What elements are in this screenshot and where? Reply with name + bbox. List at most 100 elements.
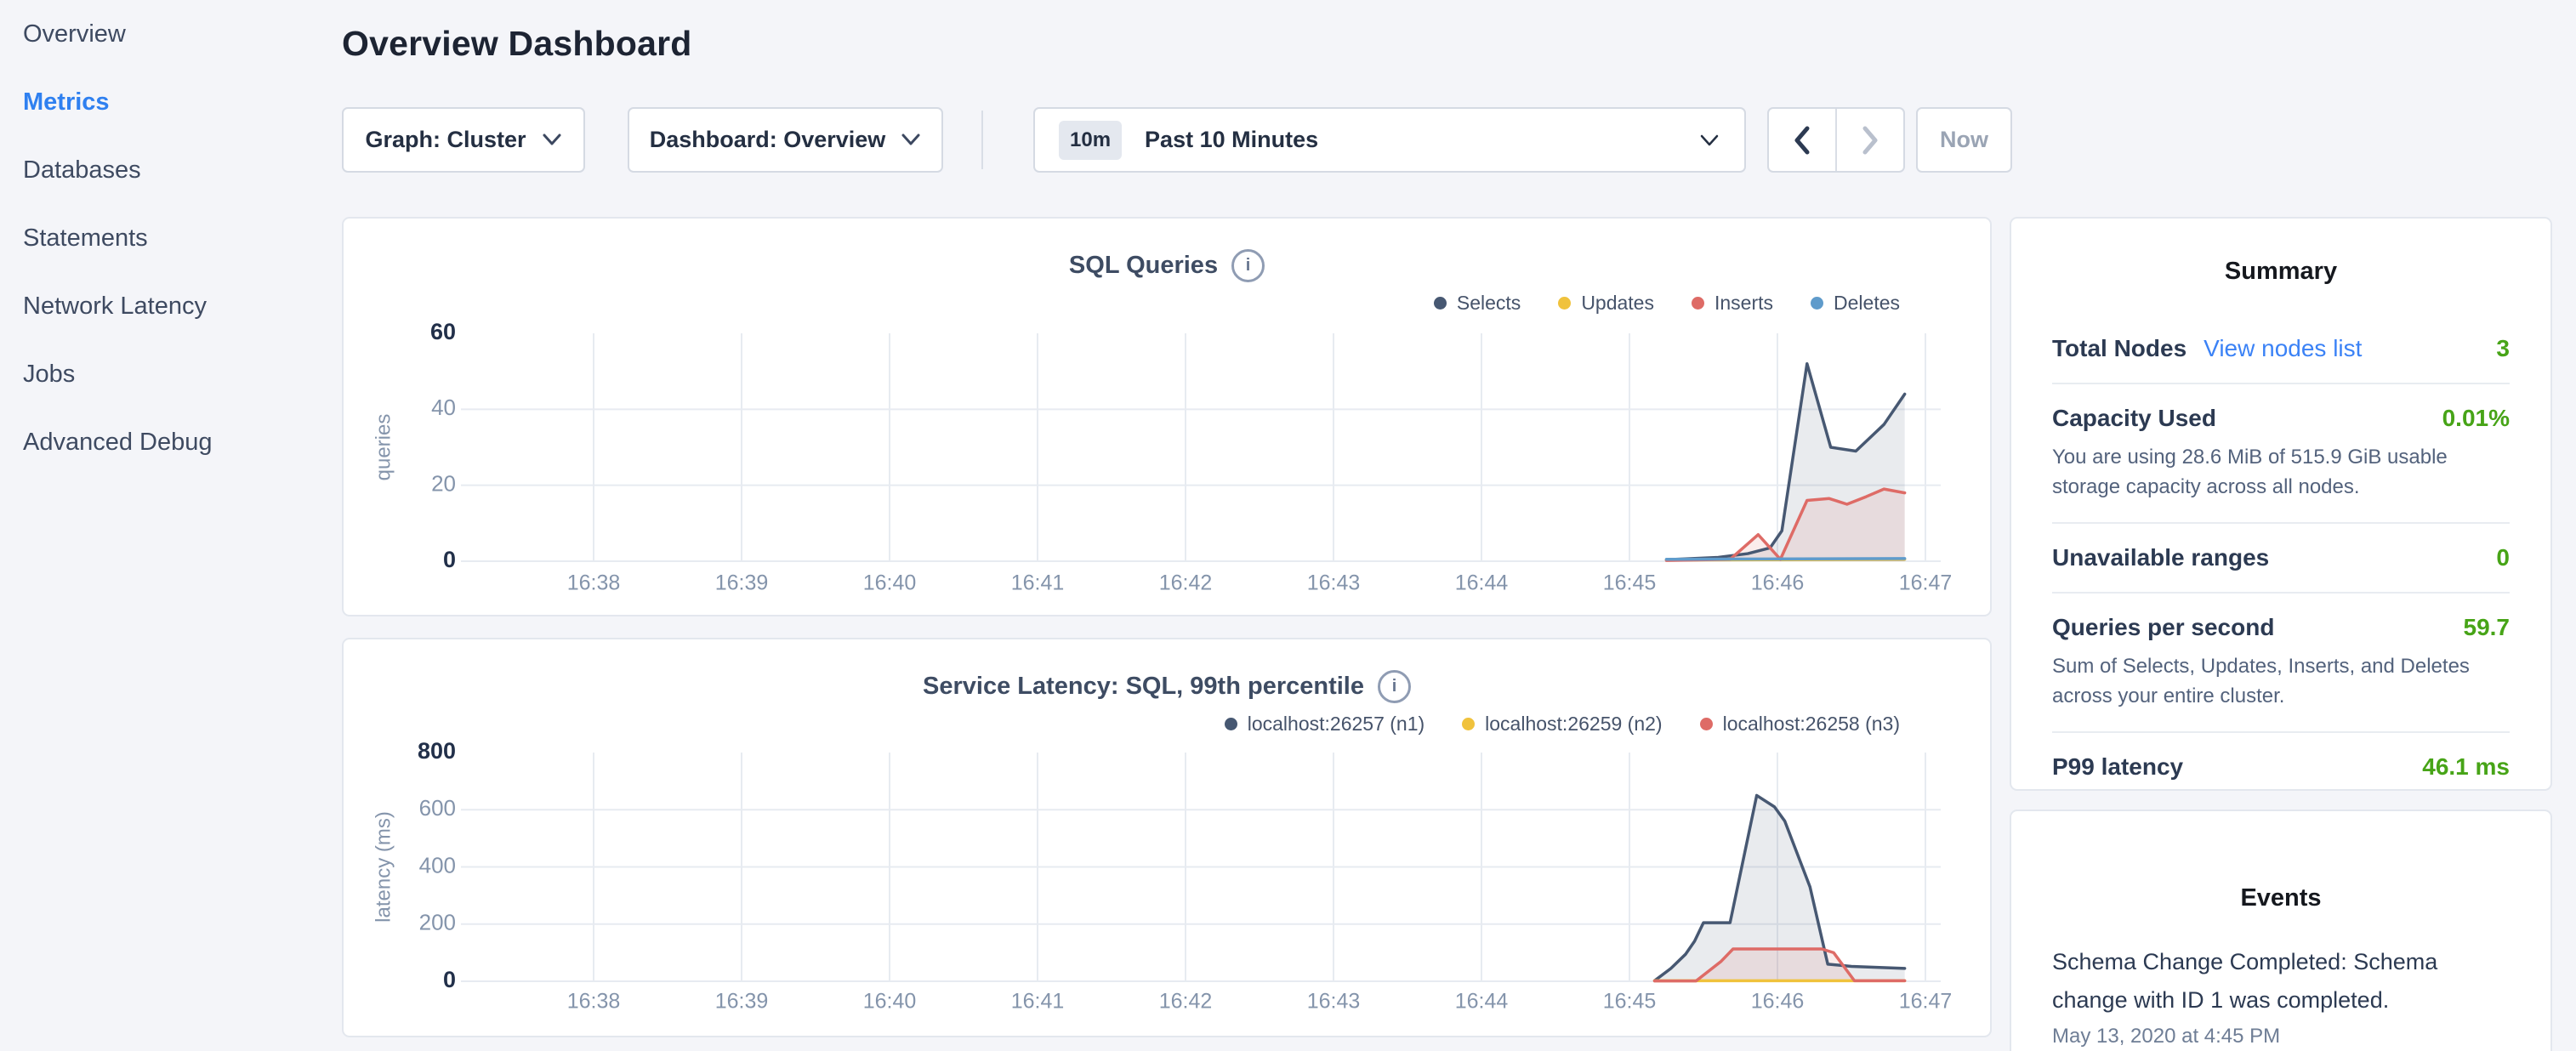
svg-text:16:39: 16:39 xyxy=(715,571,769,595)
legend-item-selects[interactable]: Selects xyxy=(1434,292,1521,315)
chevron-down-icon xyxy=(901,134,921,146)
summary-row-value: 0 xyxy=(2496,544,2510,571)
time-window-selector[interactable]: 10m Past 10 Minutes xyxy=(1033,107,1746,173)
chart-legend: localhost:26257 (n1) localhost:26259 (n2)… xyxy=(1225,713,1900,736)
svg-text:40: 40 xyxy=(431,395,456,420)
chart-header: SQL Queries i xyxy=(344,249,1990,282)
right-panel: Summary Total Nodes View nodes list 3 Capac… xyxy=(2010,0,2552,1051)
sidebar-item-databases[interactable]: Databases xyxy=(23,136,312,204)
svg-text:0: 0 xyxy=(443,547,456,572)
events-title: Events xyxy=(2052,884,2510,912)
graph-dropdown[interactable]: Graph: Cluster xyxy=(342,107,585,173)
legend-dot xyxy=(1692,297,1704,310)
svg-text:600: 600 xyxy=(419,795,456,821)
legend-label: Deletes xyxy=(1834,292,1900,315)
svg-text:200: 200 xyxy=(419,910,456,935)
svg-text:16:38: 16:38 xyxy=(567,571,621,595)
event-timestamp: May 13, 2020 at 4:45 PM xyxy=(2052,1025,2510,1048)
summary-panel: Summary Total Nodes View nodes list 3 Capac… xyxy=(2010,217,2552,791)
summary-row-description: You are using 28.6 MiB of 515.9 GiB usab… xyxy=(2052,442,2510,502)
svg-text:queries: queries xyxy=(372,414,395,481)
svg-text:800: 800 xyxy=(418,738,456,764)
summary-row-value: 0.01% xyxy=(2442,405,2510,432)
dashboard-dropdown-label: Dashboard: Overview xyxy=(650,127,886,153)
svg-text:60: 60 xyxy=(430,319,456,344)
legend-label: localhost:26259 (n2) xyxy=(1485,713,1662,736)
svg-text:16:39: 16:39 xyxy=(715,990,769,1014)
summary-title: Summary xyxy=(2052,258,2510,286)
summary-row-label: P99 latency xyxy=(2052,753,2183,781)
legend-dot xyxy=(1558,297,1571,310)
summary-rows: Total Nodes View nodes list 3 Capacity Used… xyxy=(2052,315,2510,791)
legend-dot xyxy=(1462,718,1475,730)
svg-text:0: 0 xyxy=(443,967,456,992)
events-list: Schema Change Completed: Schema change w… xyxy=(2052,943,2510,1048)
svg-text:16:43: 16:43 xyxy=(1307,990,1361,1014)
svg-text:latency (ms): latency (ms) xyxy=(372,811,395,923)
legend-item-deletes[interactable]: Deletes xyxy=(1811,292,1900,315)
sidebar-item-jobs[interactable]: Jobs xyxy=(23,340,312,408)
summary-row-p99-latency: P99 latency46.1 ms xyxy=(2052,731,2510,791)
svg-text:16:44: 16:44 xyxy=(1455,571,1509,595)
svg-text:16:42: 16:42 xyxy=(1159,571,1213,595)
summary-row-label: Total Nodes xyxy=(2052,335,2186,362)
svg-text:16:45: 16:45 xyxy=(1603,571,1657,595)
svg-text:16:47: 16:47 xyxy=(1899,990,1953,1014)
series-line-deletes xyxy=(1667,559,1905,560)
svg-text:16:45: 16:45 xyxy=(1603,990,1657,1014)
legend-dot xyxy=(1811,297,1823,310)
legend-item-updates[interactable]: Updates xyxy=(1558,292,1654,315)
sidebar-item-overview[interactable]: Overview xyxy=(23,0,312,68)
chevron-down-icon xyxy=(1698,134,1720,147)
legend-label: Updates xyxy=(1581,292,1654,315)
svg-text:16:43: 16:43 xyxy=(1307,571,1361,595)
view-nodes-list-link[interactable]: View nodes list xyxy=(2204,335,2362,362)
chart-card-sql-queries: SQL Queries i Selects Updates Inserts Delet… xyxy=(342,217,1992,616)
legend-item-inserts[interactable]: Inserts xyxy=(1692,292,1773,315)
legend-label: localhost:26258 (n3) xyxy=(1723,713,1900,736)
toolbar-divider xyxy=(981,111,983,169)
svg-text:400: 400 xyxy=(419,852,456,878)
now-button[interactable]: Now xyxy=(1916,107,2012,173)
legend-label: localhost:26257 (n1) xyxy=(1248,713,1424,736)
sidebar-item-statements[interactable]: Statements xyxy=(23,204,312,272)
sidebar-item-metrics[interactable]: Metrics xyxy=(23,68,312,136)
legend-item-localhost-26258-n3[interactable]: localhost:26258 (n3) xyxy=(1700,713,1900,736)
info-icon[interactable]: i xyxy=(1378,670,1411,703)
legend-label: Inserts xyxy=(1714,292,1773,315)
chevron-right-icon xyxy=(1861,125,1879,156)
legend-item-localhost-26259-n2[interactable]: localhost:26259 (n2) xyxy=(1462,713,1662,736)
time-window-label: Past 10 Minutes xyxy=(1145,127,1318,153)
legend-item-localhost-26257-n1[interactable]: localhost:26257 (n1) xyxy=(1225,713,1424,736)
summary-row-value: 59.7 xyxy=(2464,614,2511,641)
dashboard-dropdown[interactable]: Dashboard: Overview xyxy=(628,107,943,173)
svg-text:16:40: 16:40 xyxy=(863,990,917,1014)
info-icon[interactable]: i xyxy=(1231,249,1265,282)
chart-card-service-latency: Service Latency: SQL, 99th percentile i … xyxy=(342,638,1992,1037)
legend-dot xyxy=(1700,718,1713,730)
summary-row-value: 3 xyxy=(2496,335,2510,362)
summary-row-capacity-used: Capacity Used 0.01% You are using 28.6 MiB… xyxy=(2052,383,2510,522)
graph-dropdown-label: Graph: Cluster xyxy=(365,127,526,153)
summary-row-label: Capacity Used xyxy=(2052,405,2216,432)
svg-text:16:46: 16:46 xyxy=(1751,571,1805,595)
summary-row-total-nodes: Total Nodes View nodes list 3 xyxy=(2052,315,2510,383)
chart-legend: Selects Updates Inserts Deletes xyxy=(1434,292,1900,315)
toolbar: Graph: Cluster Dashboard: Overview 10m P… xyxy=(342,107,2011,173)
time-pager xyxy=(1767,107,1905,173)
event-item[interactable]: Schema Change Completed: Schema change w… xyxy=(2052,943,2510,1048)
svg-text:16:40: 16:40 xyxy=(863,571,917,595)
legend-dot xyxy=(1434,297,1447,310)
chart-title: Service Latency: SQL, 99th percentile xyxy=(923,673,1364,701)
sidebar-item-advanced-debug[interactable]: Advanced Debug xyxy=(23,408,312,476)
chevron-left-icon xyxy=(1793,125,1811,156)
svg-text:16:38: 16:38 xyxy=(567,990,621,1014)
sidebar-item-network-latency[interactable]: Network Latency xyxy=(23,272,312,340)
page-title: Overview Dashboard xyxy=(342,24,691,64)
next-time-button[interactable] xyxy=(1835,109,1903,171)
summary-row-unavailable-ranges: Unavailable ranges0 xyxy=(2052,522,2510,592)
svg-text:16:41: 16:41 xyxy=(1011,571,1065,595)
prev-time-button[interactable] xyxy=(1769,109,1835,171)
svg-text:16:47: 16:47 xyxy=(1899,571,1953,595)
event-message: Schema Change Completed: Schema change w… xyxy=(2052,943,2510,1020)
